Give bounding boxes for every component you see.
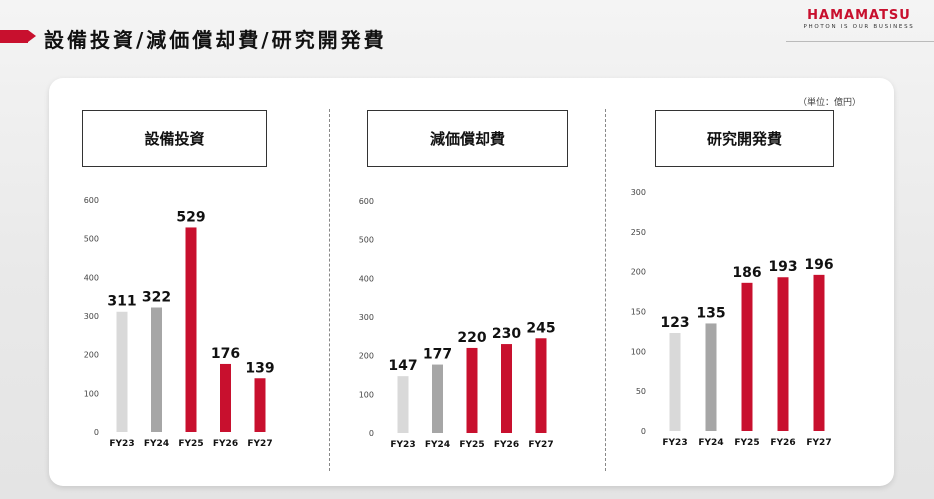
depreciation-ytick-label: 300 xyxy=(359,313,374,322)
page-title: 設備投資/減価償却費/研究開発費 xyxy=(44,28,387,52)
depreciation-ytick-label: 200 xyxy=(359,352,374,361)
capex-value-label: 139 xyxy=(245,360,274,376)
capex-bar-fy25 xyxy=(185,227,197,432)
rnd-ytick-label: 150 xyxy=(631,308,646,317)
capex-ytick-label: 200 xyxy=(84,351,99,360)
capex-ytick-label: 0 xyxy=(94,428,99,437)
rnd-bar-fy26 xyxy=(777,277,789,431)
rnd-category-label: FY23 xyxy=(662,438,687,448)
rnd-value-label: 186 xyxy=(732,265,761,281)
capex-chart-title: 設備投資 xyxy=(82,110,267,167)
rnd-bar-fy27 xyxy=(813,274,825,431)
depreciation-bar-fy25 xyxy=(466,347,478,433)
capex-ytick-label: 100 xyxy=(84,389,99,398)
depreciation-value-label: 245 xyxy=(526,320,555,336)
rnd-category-label: FY27 xyxy=(806,438,831,448)
rnd-bar-fy24 xyxy=(705,323,717,431)
depreciation-category-label: FY27 xyxy=(528,440,553,450)
depreciation-value-label: 147 xyxy=(388,358,417,374)
rnd-bar-fy23 xyxy=(669,333,681,431)
rnd-ytick-label: 300 xyxy=(631,188,646,197)
capex-ytick-label: 400 xyxy=(84,273,99,282)
company-logo: HAMAMATSU PHOTON IS OUR BUSINESS xyxy=(796,9,922,32)
capex-bar-fy26 xyxy=(220,363,231,432)
rnd-bar-fy25 xyxy=(741,282,753,431)
chart-divider-2 xyxy=(605,109,606,471)
unit-note: （単位：億円） xyxy=(797,98,861,108)
logo-name: HAMAMATSU xyxy=(807,8,911,23)
title-accent-bar xyxy=(0,30,28,43)
depreciation-category-label: FY23 xyxy=(390,440,415,450)
depreciation-bar-fy24 xyxy=(432,364,443,433)
depreciation-value-label: 177 xyxy=(423,347,452,363)
rnd-value-label: 135 xyxy=(696,305,725,321)
header-rule xyxy=(786,41,934,42)
depreciation-ytick-label: 100 xyxy=(359,390,374,399)
rnd-category-label: FY24 xyxy=(698,438,723,448)
capex-value-label: 322 xyxy=(142,289,171,305)
capex-value-label: 529 xyxy=(176,209,205,225)
rnd-value-label: 123 xyxy=(660,315,689,331)
capex-ytick-label: 300 xyxy=(84,312,99,321)
capex-category-label: FY23 xyxy=(109,439,134,449)
capex-value-label: 176 xyxy=(211,346,240,362)
depreciation-category-label: FY24 xyxy=(425,440,450,450)
capex-category-label: FY24 xyxy=(144,439,169,449)
rnd-value-label: 193 xyxy=(768,259,797,275)
title-accent-arrow xyxy=(28,30,36,42)
depreciation-ytick-label: 600 xyxy=(359,197,374,206)
depreciation-value-label: 230 xyxy=(492,326,521,342)
depreciation-bar-fy27 xyxy=(535,338,547,433)
capex-category-label: FY25 xyxy=(178,439,203,449)
chart-divider-1 xyxy=(329,109,330,471)
depreciation-chart-title: 減価償却費 xyxy=(367,110,568,167)
rnd-chart-title: 研究開発費 xyxy=(655,110,834,167)
rnd-category-label: FY25 xyxy=(734,438,759,448)
capex-ytick-label: 500 xyxy=(84,235,99,244)
rnd-chart: 0 50 100 150 200 250 300 123 FY23 135 FY24 186 FY25 1… xyxy=(631,188,834,448)
depreciation-value-label: 220 xyxy=(457,330,486,346)
logo-tagline: PHOTON IS OUR BUSINESS xyxy=(803,24,915,30)
rnd-ytick-label: 100 xyxy=(631,347,646,356)
depreciation-category-label: FY25 xyxy=(459,440,484,450)
depreciation-bar-fy26 xyxy=(501,344,512,433)
depreciation-ytick-label: 400 xyxy=(359,274,374,283)
rnd-category-label: FY26 xyxy=(770,438,795,448)
capex-category-label: FY27 xyxy=(247,439,272,449)
depreciation-category-label: FY26 xyxy=(494,440,519,450)
capex-chart: 0 100 200 300 400 500 600 311 FY23 322 FY24 529 FY25… xyxy=(84,196,275,449)
depreciation-bar-fy23 xyxy=(397,376,409,433)
depreciation-ytick-label: 0 xyxy=(369,429,374,438)
capex-category-label: FY26 xyxy=(213,439,238,449)
depreciation-chart: 0 100 200 300 400 500 600 147 FY23 177 FY24 220 FY25… xyxy=(359,197,556,450)
capex-bar-fy24 xyxy=(151,307,162,432)
rnd-ytick-label: 0 xyxy=(641,427,646,436)
rnd-ytick-label: 250 xyxy=(631,228,646,237)
capex-ytick-label: 600 xyxy=(84,196,99,205)
capex-value-label: 311 xyxy=(107,294,136,310)
rnd-value-label: 196 xyxy=(804,257,833,273)
rnd-ytick-label: 200 xyxy=(631,268,646,277)
rnd-ytick-label: 50 xyxy=(636,387,646,396)
depreciation-ytick-label: 500 xyxy=(359,236,374,245)
capex-bar-fy23 xyxy=(116,311,128,432)
content-panel: （単位：億円） 設備投資 減価償却費 研究開発費 0 100 200 300 400 50… xyxy=(49,78,894,486)
capex-bar-fy27 xyxy=(254,378,266,432)
